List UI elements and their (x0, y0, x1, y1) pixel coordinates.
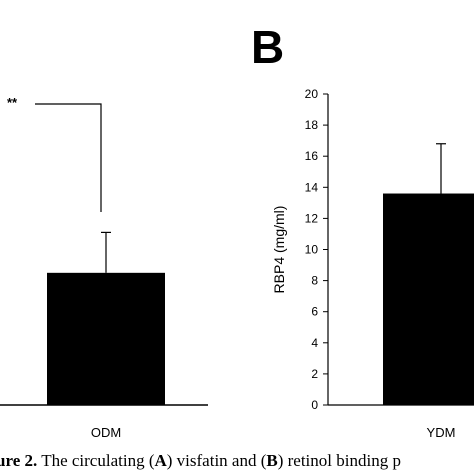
panel-b-category-labels: YDM (427, 425, 456, 440)
panel-b-y-tick-label: 6 (311, 305, 318, 319)
panel-b-y-ticks: 0 2 4 6 8 10 12 14 16 18 20 (305, 87, 328, 412)
panel-b-y-tick-label: 20 (305, 87, 319, 101)
panel-a-category-labels: ODM (91, 425, 121, 440)
panel-a-bar (47, 272, 165, 405)
panel-b-y-tick-label: 2 (311, 367, 318, 381)
panel-a-significance-label: ** (7, 95, 18, 110)
panel-b-chart: 0 2 4 6 8 10 12 14 16 18 20 YDM RBP4 (mg/ml) (271, 87, 474, 440)
panel-b-y-tick-label: 18 (305, 118, 319, 132)
panel-b-y-tick-label: 16 (305, 149, 319, 163)
panel-a-category-label: ODM (91, 425, 121, 440)
panel-b-letter: B (251, 21, 284, 73)
caption-panel-a-ref: A (154, 451, 167, 470)
caption-text-1: The circulating ( (37, 451, 155, 470)
panel-a-error-bars (101, 231, 111, 273)
panel-a-chart: ODM ** (0, 95, 208, 440)
panel-b-y-tick-label: 12 (305, 211, 319, 225)
panel-a-bars (47, 272, 165, 405)
panel-b-y-tick-label: 0 (311, 398, 318, 412)
panel-b-y-axis-label: RBP4 (mg/ml) (271, 206, 287, 294)
caption-prefix: ure 2. (0, 451, 37, 470)
figure-caption: ure 2. The circulating (A) visfatin and … (0, 451, 401, 470)
caption-text-3: ) retinol binding p (278, 451, 401, 470)
panel-b-error-bars (436, 143, 446, 194)
panel-a-significance-bracket (35, 103, 102, 212)
caption-panel-b-ref: B (266, 451, 277, 470)
panel-a-significance: ** (7, 95, 102, 212)
panel-b-y-tick-label: 4 (311, 336, 318, 350)
panel-b-y-tick-label: 14 (305, 180, 319, 194)
caption-text-2: ) visfatin and ( (167, 451, 267, 470)
panel-b-bars (383, 193, 474, 405)
panel-b-bar (383, 193, 474, 405)
panel-b-y-tick-label: 8 (311, 274, 318, 288)
panel-b-y-tick-label: 10 (305, 243, 319, 257)
panel-b-category-label: YDM (427, 425, 456, 440)
